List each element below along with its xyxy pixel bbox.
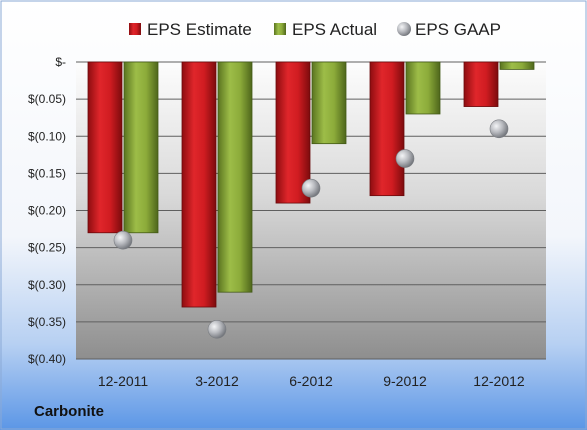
legend-swatch-eps-actual [274, 23, 286, 35]
bars [87, 61, 535, 308]
y-tick-label: $(0.30) [28, 278, 66, 292]
x-tick-label: 12-2011 [98, 373, 149, 389]
eps-gaap-point [395, 149, 415, 168]
gaap-points [113, 119, 509, 339]
x-axis-labels: 12-2011 3-2012 6-2012 9-2012 12-2012 [98, 373, 525, 389]
eps-estimate-bar [87, 61, 123, 234]
y-tick-label: $(0.20) [28, 204, 66, 218]
eps-actual-bar [311, 61, 347, 145]
eps-actual-bar [217, 61, 253, 293]
eps-gaap-point [207, 319, 227, 339]
legend: EPS Estimate EPS Actual EPS GAAP [129, 20, 501, 39]
y-tick-label: $(0.05) [28, 92, 66, 106]
eps-estimate-bar [275, 61, 311, 204]
eps-actual-bar [405, 61, 441, 115]
eps-actual-bar [123, 61, 159, 234]
eps-gaap-point [301, 178, 321, 198]
company-label: Carbonite [34, 403, 104, 420]
eps-gaap-point [489, 119, 509, 139]
eps-gaap-point [113, 230, 133, 250]
eps-actual-bar [499, 61, 535, 70]
y-tick-label: $(0.35) [28, 315, 66, 329]
y-tick-label: $(0.40) [28, 352, 66, 366]
x-tick-label: 9-2012 [383, 373, 427, 389]
legend-label-eps-gaap: EPS GAAP [415, 20, 501, 39]
x-tick-label: 12-2012 [473, 373, 525, 389]
legend-swatch-eps-gaap [397, 22, 411, 36]
y-tick-label: $(0.15) [28, 166, 66, 180]
y-tick-label: $- [55, 55, 66, 69]
y-axis-ticks: $- $(0.05) $(0.10) $(0.15) $(0.20) $(0.25) $(0… [28, 55, 66, 366]
x-tick-label: 6-2012 [289, 373, 333, 389]
eps-estimate-bar [463, 61, 499, 107]
eps-estimate-bar [369, 61, 405, 197]
y-tick-label: $(0.10) [28, 129, 66, 143]
legend-label-eps-estimate: EPS Estimate [147, 20, 252, 39]
eps-estimate-bar [181, 61, 217, 308]
legend-label-eps-actual: EPS Actual [292, 20, 377, 39]
x-tick-label: 3-2012 [195, 373, 239, 389]
y-tick-label: $(0.25) [28, 241, 66, 255]
legend-swatch-eps-estimate [129, 23, 141, 35]
